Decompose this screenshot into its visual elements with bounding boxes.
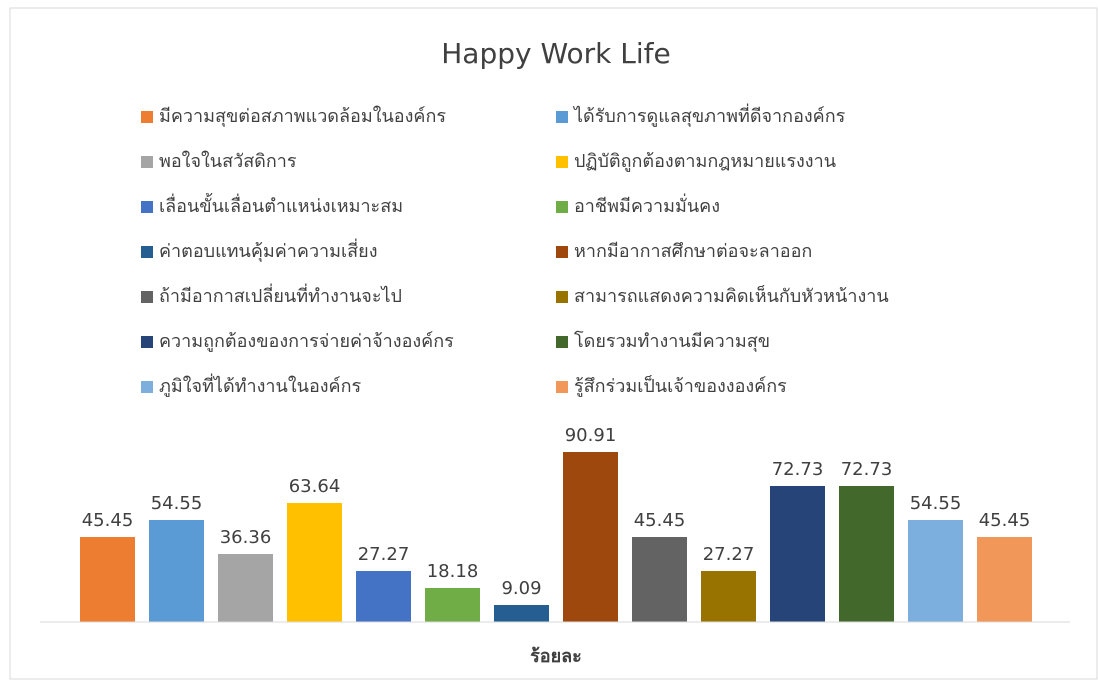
bar [908, 519, 963, 622]
legend-swatch [556, 336, 568, 348]
data-label: 27.27 [358, 544, 410, 565]
legend-label: ได้รับการดูแลสุขภาพที่ดีจากองค์กร [572, 103, 846, 127]
bar [218, 554, 273, 622]
chart-title: Happy Work Life [441, 37, 671, 70]
legend-label: รู้สึกร่วมเป็นเจ้าของงองค์กร [574, 374, 787, 397]
legend-swatch [556, 291, 568, 303]
legend-swatch [556, 111, 568, 123]
legend-label: มีความสุขต่อสภาพแวดล้อมในองค์กร [159, 105, 446, 127]
bar [563, 452, 618, 622]
bar [632, 537, 687, 622]
legend-swatch [556, 381, 568, 393]
legend-swatch [141, 201, 153, 213]
legend-label: ปฏิบัติถูกต้องตามกฎหมายแรงงาน [574, 151, 836, 172]
legend-swatch [141, 381, 153, 393]
legend-swatch [141, 111, 153, 123]
legend-swatch [556, 246, 568, 258]
legend-label: ถ้ามีอากาสเปลี่ยนที่ทำงานจะไป [159, 283, 402, 307]
x-tick-label: ร้อยละ [530, 646, 582, 667]
bar [701, 571, 756, 622]
bar [977, 537, 1032, 622]
bar [287, 502, 342, 622]
legend-label: ความถูกต้องของการจ่ายค่าจ้างองค์กร [159, 331, 454, 352]
data-label: 72.73 [772, 459, 824, 480]
data-label: 90.91 [565, 425, 617, 446]
legend-swatch [556, 201, 568, 213]
data-label: 54.55 [151, 493, 203, 514]
data-label: 45.45 [634, 510, 686, 531]
bar [356, 571, 411, 622]
legend-label: หากมีอากาสศึกษาต่อจะลาออก [574, 241, 812, 262]
bar [494, 605, 549, 622]
legend-label: อาชีพมีความมั่นคง [574, 193, 720, 217]
legend-swatch [141, 156, 153, 168]
bar [839, 485, 894, 622]
legend-label: ค่าตอบแทนคุ้มค่าความเสี่ยง [159, 238, 378, 262]
legend-label: เลื่อนขั้นเลื่อนตำแหน่งเหมาะสม [159, 193, 403, 217]
data-label: 45.45 [82, 510, 134, 531]
bar [770, 485, 825, 622]
legend-label: โดยรวมทำงานมีความสุข [574, 330, 770, 352]
legend-swatch [141, 246, 153, 258]
data-label: 72.73 [841, 459, 893, 480]
legend-swatch [141, 291, 153, 303]
bar [149, 519, 204, 622]
data-label: 27.27 [703, 544, 755, 565]
data-label: 9.09 [501, 578, 541, 599]
legend-label: สามารถแสดงความคิดเห็นกับหัวหน้างาน [574, 284, 889, 307]
data-label: 54.55 [910, 493, 962, 514]
legend-label: พอใจในสวัสดิการ [159, 150, 297, 172]
bar [425, 588, 480, 622]
data-label: 36.36 [220, 527, 272, 548]
legend-label: ภูมิใจที่ได้ทำงานในองค์กร [159, 373, 361, 397]
legend-swatch [556, 156, 568, 168]
legend-swatch [141, 336, 153, 348]
data-label: 18.18 [427, 561, 479, 582]
data-label: 63.64 [289, 476, 341, 497]
bar [80, 537, 135, 622]
data-label: 45.45 [979, 510, 1031, 531]
